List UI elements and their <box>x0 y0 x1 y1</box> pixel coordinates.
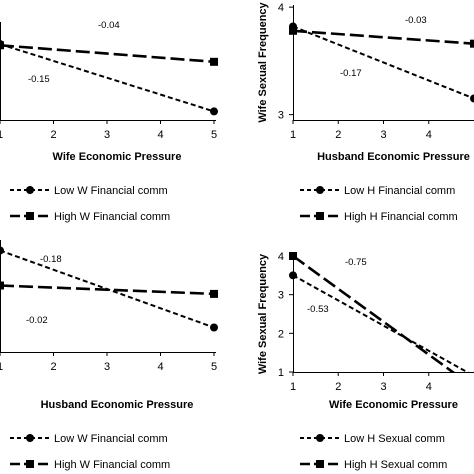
x-tick-label: 3 <box>380 381 386 393</box>
legend-entry-low-w-financial-comm: Low W Financial comm <box>10 185 168 197</box>
slope-annotation: -0.15 <box>28 74 50 85</box>
y-tick-label: 4 <box>278 251 284 263</box>
y-axis-label: Wife Sexual Frequency <box>257 1 269 122</box>
series-high-w-financial-comm <box>0 41 218 66</box>
legend-entry-low-h-sexual-comm: Low H Sexual comm <box>300 433 445 445</box>
data-point <box>210 57 218 66</box>
chart-panel-4: 1 2 3 4 1 2 3 4 Wife Economic Pressure Wife Sexua… <box>257 251 474 471</box>
slope-annotation: -0.75 <box>345 257 367 268</box>
x-axis-label: Wife Economic Pressure <box>53 151 182 163</box>
data-point <box>470 39 474 48</box>
series-line <box>0 44 215 64</box>
x-axis-label: Husband Economic Pressure <box>317 151 470 163</box>
legend-marker <box>316 460 324 468</box>
legend-label: High W Financial comm <box>54 211 170 223</box>
x-tick-label: 2 <box>335 381 341 393</box>
x-tick-label: 5 <box>211 361 217 373</box>
chart-panel-2: 1 2 3 4 3 4 Husband Economic Pressure Wife Sexu… <box>257 1 474 223</box>
slope-annotation: -0.18 <box>40 254 62 265</box>
series-line <box>292 29 474 45</box>
legend-entry-high-h-sexual-comm: High H Sexual comm <box>300 459 447 471</box>
legend-entry-low-w-financial-comm: Low W Financial comm <box>10 433 168 445</box>
legend-marker <box>316 434 324 442</box>
data-point <box>289 271 297 280</box>
chart-panel-3: 1 2 3 4 5 Husband Economic Pressure Low W Fina… <box>0 240 218 471</box>
data-point <box>0 41 4 50</box>
legend-marker <box>26 434 34 442</box>
x-tick-label: 1 <box>0 129 3 141</box>
series-line <box>0 284 215 296</box>
chart-panel-1: 1 2 3 4 5 Wife Economic Pressure Low W Financi… <box>0 20 218 223</box>
series-high-h-sexual-comm <box>289 252 474 391</box>
legend-label: Low W Financial comm <box>54 433 168 445</box>
legend-label: Low W Financial comm <box>54 185 168 197</box>
data-point <box>210 289 218 298</box>
x-axis-label: Husband Economic Pressure <box>41 399 194 411</box>
series-line <box>292 274 470 372</box>
data-point <box>470 383 474 391</box>
y-tick-label: 3 <box>278 290 284 302</box>
y-tick-label: 1 <box>278 367 284 379</box>
data-point <box>289 26 297 35</box>
series-low-h-financial-comm <box>289 22 474 103</box>
slope-annotation: -0.17 <box>340 68 362 79</box>
y-tick-label: 3 <box>278 110 284 122</box>
x-tick-label: 2 <box>50 361 56 373</box>
legend-entry-high-w-financial-comm: High W Financial comm <box>10 459 170 471</box>
data-point <box>210 323 218 332</box>
legend-marker <box>26 186 34 194</box>
x-tick-label: 4 <box>426 129 432 141</box>
x-axis-label: Wife Economic Pressure <box>329 399 458 411</box>
series-line <box>0 43 215 113</box>
x-tick-label: 3 <box>104 361 110 373</box>
slope-annotation: -0.53 <box>307 304 329 315</box>
x-tick-label: 4 <box>157 129 163 141</box>
x-tick-label: 3 <box>104 129 110 141</box>
x-tick-label: 1 <box>0 361 3 373</box>
legend-entry-low-h-financial-comm: Low H Financial comm <box>300 185 455 197</box>
data-point <box>0 281 4 290</box>
legend-marker <box>316 186 324 194</box>
data-point <box>472 371 474 372</box>
legend-label: High H Financial comm <box>344 211 458 223</box>
legend-label: Low H Sexual comm <box>344 433 445 445</box>
legend-marker <box>26 212 34 220</box>
series-high-h-financial-comm <box>289 26 474 48</box>
y-tick-label: 4 <box>278 2 284 14</box>
x-tick-label: 5 <box>211 129 217 141</box>
legend-label: Low H Financial comm <box>344 185 455 197</box>
y-tick-label: 2 <box>278 328 284 340</box>
x-tick-label: 3 <box>380 129 386 141</box>
data-point <box>0 246 4 255</box>
data-point <box>210 107 218 116</box>
x-tick-label: 1 <box>290 129 296 141</box>
series-line <box>292 25 474 100</box>
y-axis-label: Wife Sexual Frequency <box>257 253 269 374</box>
data-point <box>289 252 297 260</box>
series-low-h-sexual-comm <box>289 271 474 372</box>
legend-label: High W Financial comm <box>54 459 170 471</box>
slope-annotation: -0.03 <box>405 15 427 26</box>
legend-marker <box>316 212 324 220</box>
data-point <box>470 94 474 103</box>
x-tick-label: 2 <box>50 129 56 141</box>
legend-label: High H Sexual comm <box>344 459 447 471</box>
legend-marker <box>26 460 34 468</box>
legend-entry-high-h-financial-comm: High H Financial comm <box>300 211 458 223</box>
x-tick-label: 2 <box>335 129 341 141</box>
series-line <box>292 254 455 372</box>
x-tick-label: 1 <box>290 381 296 393</box>
slope-annotation: -0.02 <box>26 315 48 326</box>
x-tick-label: 4 <box>426 381 432 393</box>
series-high-w-financial-comm <box>0 281 218 298</box>
legend-entry-high-w-financial-comm: High W Financial comm <box>10 211 170 223</box>
slope-annotation: -0.04 <box>98 20 120 31</box>
x-tick-label: 4 <box>157 361 163 373</box>
